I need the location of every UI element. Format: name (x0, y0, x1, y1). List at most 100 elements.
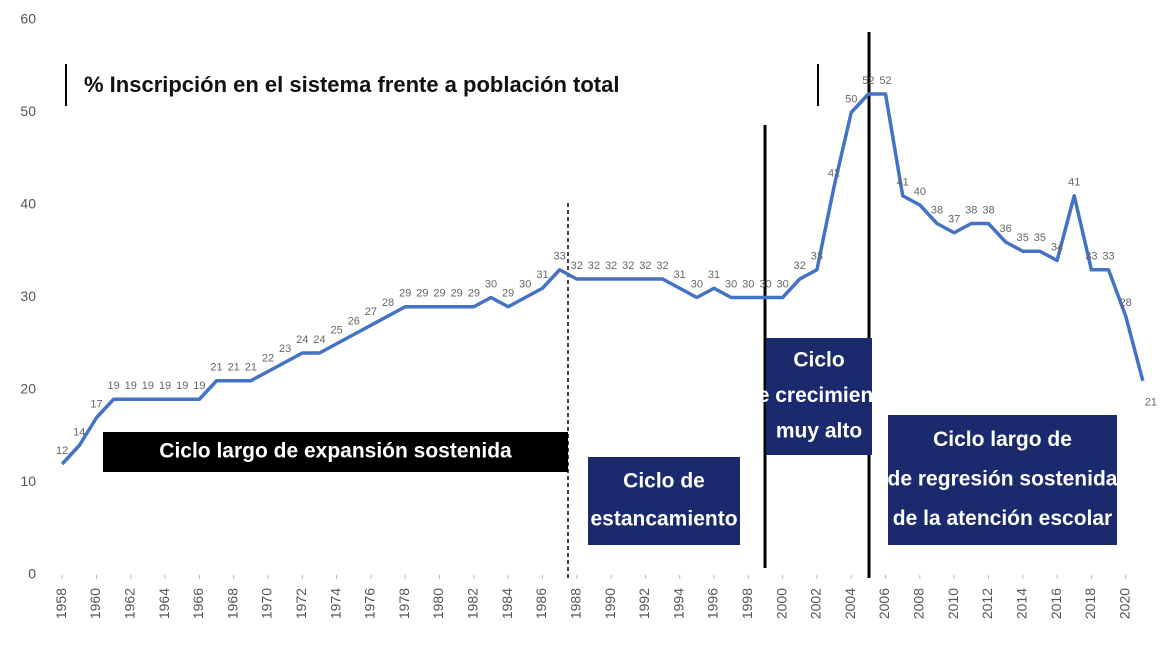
data-label: 27 (365, 306, 377, 318)
x-tick-label: 2004 (842, 588, 858, 619)
data-label: 52 (879, 75, 891, 87)
y-tick-label: 10 (20, 473, 36, 489)
annotation-box (103, 432, 568, 472)
data-label: 30 (776, 278, 788, 290)
x-tick-label: 1996 (705, 588, 721, 619)
data-label: 35 (1017, 232, 1029, 244)
data-label: 29 (433, 288, 445, 300)
y-tick-label: 30 (20, 288, 36, 304)
x-tick-label: 2014 (1013, 588, 1029, 619)
data-label: 19 (159, 380, 171, 392)
data-label: 30 (725, 278, 737, 290)
x-tick-label: 1966 (190, 588, 206, 619)
data-label: 19 (125, 380, 137, 392)
data-label: 28 (1120, 297, 1132, 309)
data-label: 33 (1085, 251, 1097, 263)
x-tick-label: 1992 (636, 588, 652, 619)
x-tick-label: 1980 (430, 588, 446, 619)
x-tick-label: 2016 (1048, 588, 1064, 619)
x-tick-label: 2008 (911, 588, 927, 619)
data-label: 32 (588, 260, 600, 272)
data-label: 25 (330, 325, 342, 337)
x-tick-label: 1958 (53, 588, 69, 619)
data-label: 33 (553, 251, 565, 263)
x-tick-label: 1972 (293, 588, 309, 619)
data-label: 31 (536, 269, 548, 281)
annotation-text: Ciclo largo de expansión sostenida (159, 440, 512, 463)
data-label: 52 (862, 75, 874, 87)
data-label: 29 (502, 288, 514, 300)
annotation-text: de crecimiento (745, 384, 893, 407)
data-label: 28 (382, 297, 394, 309)
data-label: 30 (759, 278, 771, 290)
data-label: 33 (1102, 251, 1114, 263)
data-label: 21 (228, 362, 240, 374)
data-label: 22 (262, 352, 274, 364)
x-tick-label: 1994 (670, 588, 686, 619)
data-label: 14 (73, 426, 85, 438)
data-label: 30 (742, 278, 754, 290)
data-label: 32 (794, 260, 806, 272)
data-label: 19 (142, 380, 154, 392)
data-label: 29 (468, 288, 480, 300)
data-label: 30 (519, 278, 531, 290)
data-label: 38 (982, 204, 994, 216)
y-tick-label: 60 (20, 11, 36, 27)
data-label: 34 (1051, 241, 1063, 253)
data-label: 40 (914, 186, 926, 198)
x-tick-label: 1990 (602, 588, 618, 619)
data-label: 41 (897, 177, 909, 189)
annotation-text: muy alto (776, 420, 862, 443)
x-tick-label: 1970 (259, 588, 275, 619)
data-label: 38 (965, 204, 977, 216)
x-tick-label: 1988 (567, 588, 583, 619)
data-label: 19 (193, 380, 205, 392)
x-tick-label: 1968 (224, 588, 240, 619)
x-tick-label: 2000 (773, 588, 789, 619)
x-tick-label: 1986 (533, 588, 549, 619)
data-label: 32 (639, 260, 651, 272)
data-label: 33 (811, 251, 823, 263)
data-label: 12 (56, 445, 68, 457)
annotation-text: Ciclo largo de (933, 428, 1072, 451)
annotation-text: estancamiento (590, 508, 737, 531)
x-tick-label: 2010 (945, 588, 961, 619)
annotation-box (588, 457, 740, 545)
annotation-text: Ciclo de (623, 469, 705, 492)
x-tick-label: 2002 (808, 588, 824, 619)
data-label: 23 (279, 343, 291, 355)
data-label: 21 (1145, 397, 1157, 409)
annotation-text: de la atención escolar (893, 507, 1112, 530)
x-tick-label: 2006 (876, 588, 892, 619)
y-tick-label: 40 (20, 196, 36, 212)
data-label: 24 (313, 334, 325, 346)
data-label: 37 (948, 214, 960, 226)
data-label: 31 (674, 269, 686, 281)
data-label: 29 (451, 288, 463, 300)
x-tick-label: 1962 (121, 588, 137, 619)
data-label: 32 (571, 260, 583, 272)
data-label: 42 (828, 167, 840, 179)
annotation-text: Ciclo (793, 349, 844, 372)
y-tick-label: 0 (28, 566, 36, 582)
x-tick-label: 1964 (156, 588, 172, 619)
data-label: 32 (605, 260, 617, 272)
data-label: 35 (1034, 232, 1046, 244)
data-label: 31 (708, 269, 720, 281)
data-label: 24 (296, 334, 308, 346)
x-tick-label: 2018 (1082, 588, 1098, 619)
y-tick-label: 50 (20, 103, 36, 119)
x-tick-label: 1982 (465, 588, 481, 619)
x-tick-label: 2012 (979, 588, 995, 619)
data-label: 30 (691, 278, 703, 290)
data-label: 32 (656, 260, 668, 272)
data-label: 17 (90, 399, 102, 411)
x-tick-label: 1984 (499, 588, 515, 619)
annotation-box (888, 415, 1117, 545)
data-label: 30 (485, 278, 497, 290)
data-label: 29 (416, 288, 428, 300)
chart-title: % Inscripción en el sistema frente a pob… (84, 72, 619, 97)
x-tick-label: 1976 (362, 588, 378, 619)
data-label: 21 (245, 362, 257, 374)
